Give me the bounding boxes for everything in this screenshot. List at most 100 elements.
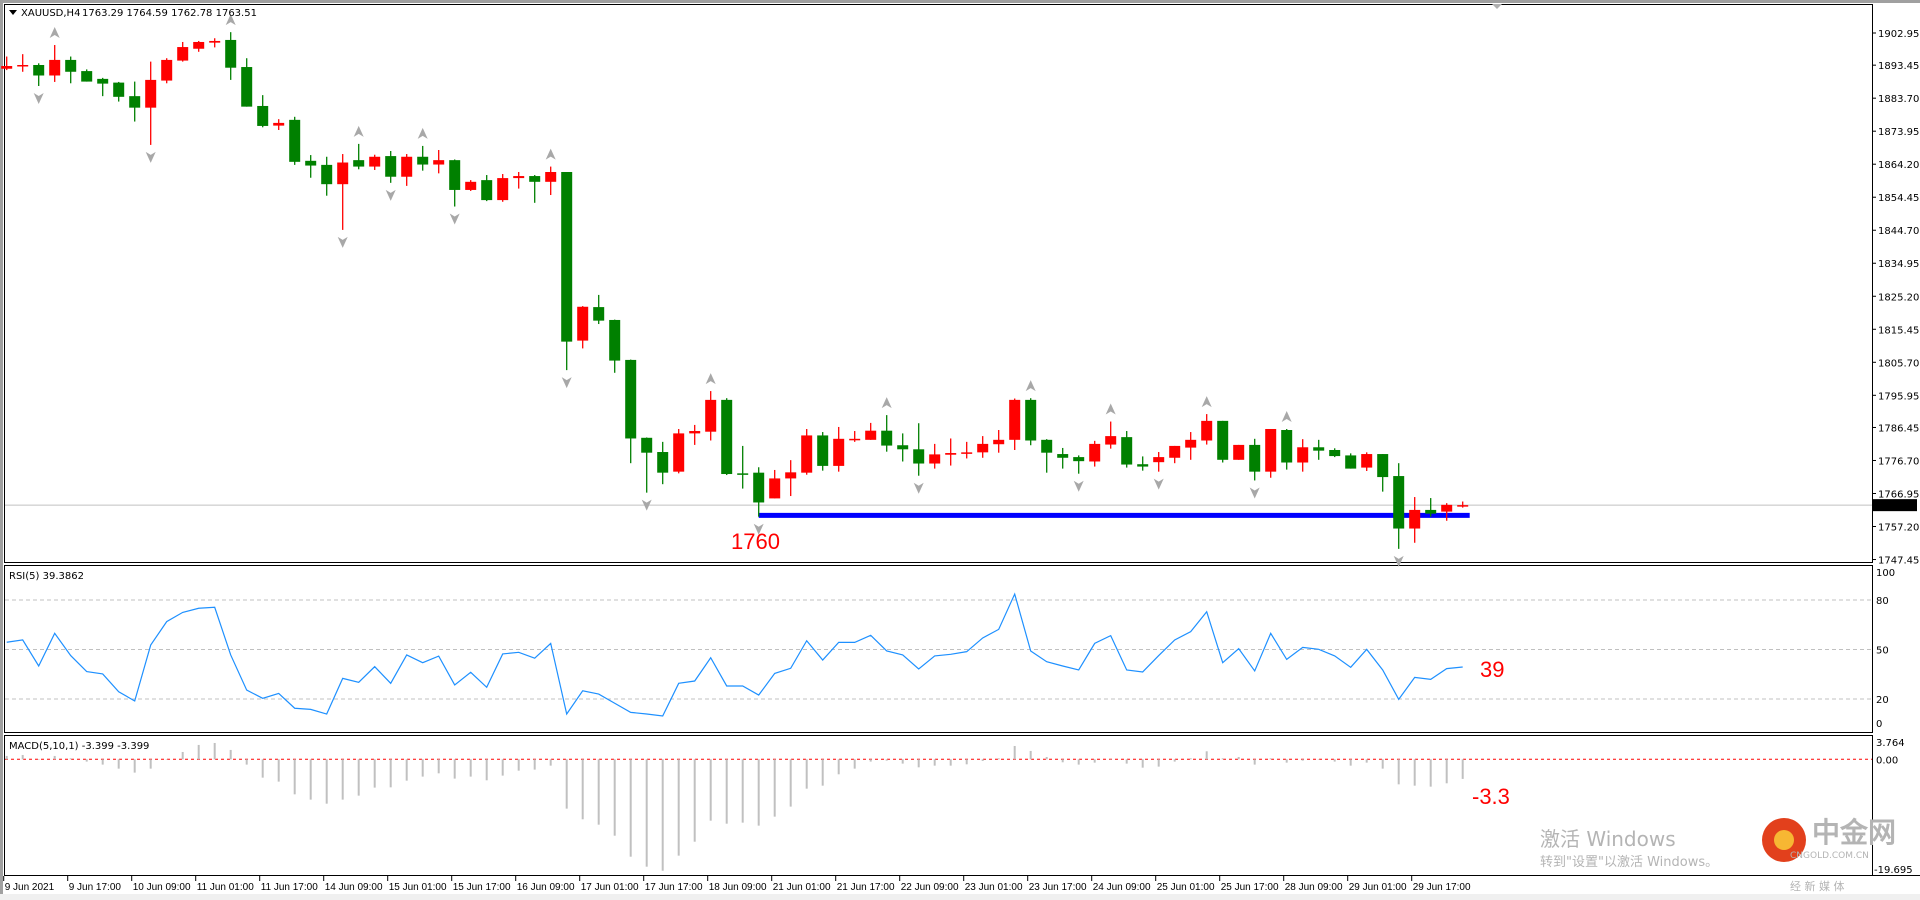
- price-axis-label: 1834.95: [1878, 259, 1919, 270]
- price-axis-label: 1786.45: [1878, 423, 1919, 434]
- macd-histogram-bar: [1365, 759, 1368, 763]
- time-axis-label: 25 Jun 01:00: [1157, 882, 1215, 893]
- time-axis-label: 23 Jun 01:00: [965, 882, 1023, 893]
- brand-url: CNGOLD.COM.CN: [1790, 851, 1869, 861]
- brand-name: 中金网: [1812, 816, 1896, 849]
- candle-bullish: [433, 160, 445, 165]
- macd-histogram-bar: [501, 759, 504, 776]
- macd-histogram-bar: [789, 759, 792, 807]
- candle-bearish: [241, 67, 253, 107]
- time-axis-label: 11 Jun 17:00: [261, 882, 319, 893]
- candle-bearish: [1313, 447, 1325, 451]
- macd-histogram-bar: [5, 755, 8, 760]
- time-axis-label: 21 Jun 17:00: [837, 882, 895, 893]
- fractal-up-arrow-icon: [705, 373, 716, 385]
- macd-histogram-bar: [1173, 759, 1176, 762]
- macd-histogram-bar: [1253, 759, 1256, 765]
- macd-histogram-bar: [341, 759, 344, 800]
- candle-bullish: [577, 306, 589, 341]
- window-top-border: [0, 0, 1920, 3]
- support-annotation: 1760: [731, 529, 780, 554]
- macd-histogram-bar: [421, 759, 424, 777]
- macd-histogram-bar: [645, 759, 648, 867]
- candle-bullish: [497, 178, 509, 201]
- time-axis-label: 25 Jun 17:00: [1221, 882, 1279, 893]
- macd-pane[interactable]: [4, 735, 1873, 876]
- price-axis-label: 1873.95: [1878, 127, 1919, 138]
- macd-histogram-bar: [165, 759, 168, 760]
- candle-bearish: [225, 39, 237, 68]
- triangle-down-icon[interactable]: [9, 10, 17, 15]
- candle-bullish: [513, 176, 525, 179]
- fractal-up-arrow-icon: [225, 14, 236, 26]
- macd-histogram-bar: [885, 759, 888, 761]
- candle-bearish: [289, 119, 301, 162]
- candle-bullish: [1409, 509, 1421, 529]
- macd-histogram-bar: [373, 759, 376, 788]
- macd-histogram-bar: [805, 759, 808, 789]
- rsi-pane[interactable]: [4, 565, 1873, 733]
- macd-histogram-bar: [277, 759, 280, 782]
- macd-histogram-bar: [1237, 756, 1240, 760]
- macd-histogram-bar: [1157, 759, 1160, 767]
- time-axis-label: 9 Jun 17:00: [69, 882, 122, 893]
- price-axis-label: 1757.20: [1878, 523, 1919, 534]
- candle-bullish: [273, 122, 285, 126]
- macd-axis-label: 0.00: [1876, 755, 1898, 766]
- candle-bullish: [785, 472, 797, 479]
- candle-bearish: [1217, 420, 1229, 460]
- candle-bullish: [1169, 445, 1181, 458]
- macd-histogram-bar: [389, 759, 392, 788]
- main-pane[interactable]: [4, 4, 1873, 563]
- macd-histogram-bar: [37, 759, 40, 760]
- time-axis-label: 24 Jun 09:00: [1093, 882, 1151, 893]
- cngold-logo-inner: [1774, 830, 1794, 850]
- macd-histogram-bar: [597, 759, 600, 825]
- ohlc-label: 1763.29 1764.59 1762.78 1763.51: [82, 8, 257, 19]
- price-axis-label: 1883.70: [1878, 94, 1919, 105]
- rsi-axis-label: 0: [1876, 719, 1882, 730]
- macd-histogram-bar: [1141, 759, 1144, 768]
- price-axis-label: 1776.70: [1878, 456, 1919, 467]
- macd-histogram-bar: [933, 759, 936, 766]
- brand-tagline: 经 新 媒 体: [1790, 879, 1845, 893]
- price-axis-label: 1864.20: [1878, 160, 1919, 171]
- macd-histogram-bar: [197, 744, 200, 760]
- macd-histogram-bar: [85, 759, 88, 762]
- candle-bearish: [1073, 457, 1085, 462]
- macd-histogram-bar: [1301, 759, 1304, 761]
- candle-bearish: [113, 82, 125, 97]
- candle-bullish: [977, 443, 989, 453]
- macd-histogram-bar: [53, 755, 56, 760]
- candle-bullish: [801, 435, 813, 473]
- macd-histogram-bar: [101, 759, 104, 765]
- activate-subtitle: 转到"设置"以激活 Windows。: [1540, 855, 1718, 870]
- macd-histogram-bar: [581, 759, 584, 820]
- price-axis-label: 1815.45: [1878, 325, 1919, 336]
- time-axis-label: 14 Jun 09:00: [325, 882, 383, 893]
- candle-bullish: [1089, 443, 1101, 462]
- candle-bullish: [161, 59, 173, 81]
- rsi-axis-label: 80: [1876, 596, 1889, 607]
- windows-activation-watermark: 激活 Windows 转到"设置"以激活 Windows。: [1540, 827, 1718, 870]
- window-left-border: [0, 0, 3, 900]
- rsi-title: RSI(5) 39.3862: [9, 571, 84, 582]
- macd-histogram-bar: [469, 759, 472, 777]
- candle-bearish: [1425, 509, 1437, 514]
- activate-title: 激活 Windows: [1540, 827, 1676, 851]
- candle-bearish: [817, 435, 829, 466]
- time-axis-label: 21 Jun 01:00: [773, 882, 831, 893]
- candle-bearish: [753, 472, 765, 503]
- price-axis-label: 1902.95: [1878, 29, 1919, 40]
- fractal-down-arrow-icon: [1153, 478, 1164, 490]
- macd-histogram-bar: [1109, 759, 1112, 760]
- macd-histogram-bar: [1317, 759, 1320, 760]
- fractal-down-arrow-icon: [1249, 487, 1260, 499]
- macd-histogram-bar: [1013, 745, 1016, 760]
- candle-bullish: [1441, 504, 1453, 512]
- candle-bullish: [1153, 457, 1165, 463]
- chart-shift-marker-icon[interactable]: [1492, 4, 1502, 9]
- macd-histogram-bar: [1461, 759, 1464, 779]
- candle-bearish: [417, 156, 429, 165]
